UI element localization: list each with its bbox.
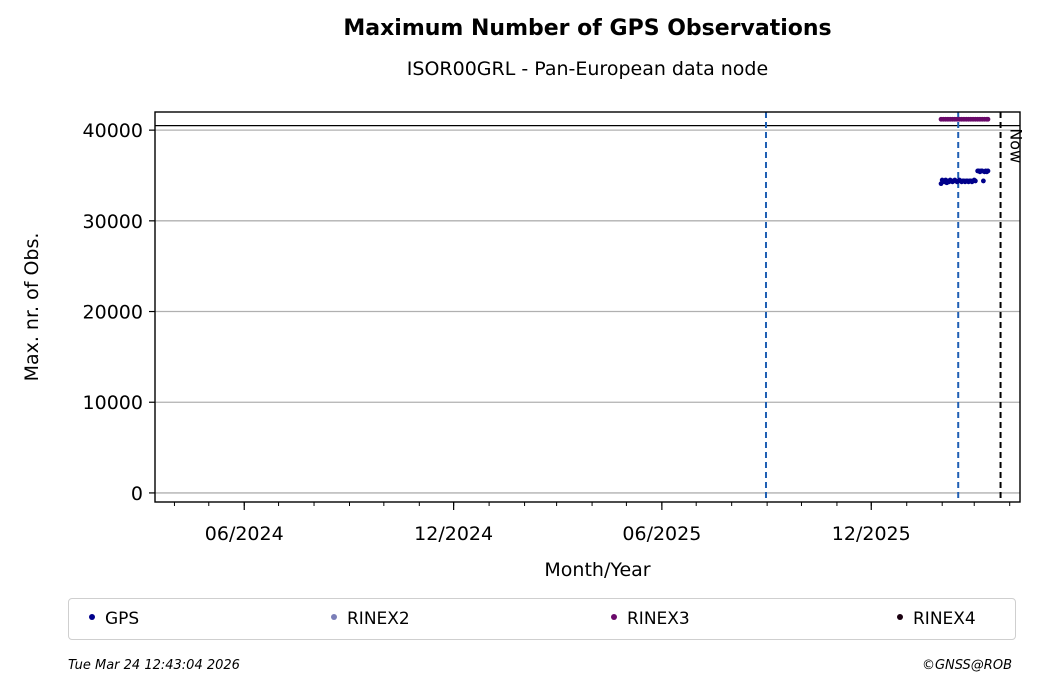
- data-point-rinex3: [985, 116, 991, 122]
- data-point-gps: [980, 178, 986, 184]
- y-tick-label: 20000: [83, 302, 143, 324]
- observations-scatter-chart: 0 10000 20000 30000 40000 06/2024 12/2024 06/20…: [21, 111, 1026, 581]
- data-point-gps: [985, 168, 991, 174]
- y-tick-label: 10000: [83, 392, 143, 414]
- y-axis-label: Max. nr. of Obs.: [21, 233, 43, 382]
- legend-marker: [89, 614, 95, 620]
- legend-label: GPS: [105, 609, 140, 629]
- legend-item-rinex3: RINEX3: [611, 599, 690, 639]
- y-tick-label: 40000: [83, 120, 143, 142]
- legend-item-rinex2: RINEX2: [331, 599, 410, 639]
- x-axis-label: Month/Year: [544, 559, 650, 581]
- x-tick-label: 06/2025: [622, 523, 701, 545]
- x-tick-label: 12/2024: [414, 523, 493, 545]
- chart-title: Maximum Number of GPS Observations: [343, 16, 832, 41]
- generated-timestamp: Tue Mar 24 12:43:04 2026: [68, 658, 240, 673]
- x-tick-label: 06/2024: [205, 523, 284, 545]
- legend-item-rinex4: RINEX4: [897, 599, 976, 639]
- y-tick-label: 0: [131, 483, 143, 505]
- chart-legend: GPS RINEX2 RINEX3 RINEX4: [68, 598, 1016, 640]
- data-point-gps: [972, 178, 978, 184]
- copyright-credit: ©GNSS@ROB: [921, 658, 1012, 673]
- chart-subtitle: ISOR00GRL - Pan-European data node: [406, 58, 769, 80]
- y-tick-label: 30000: [83, 211, 143, 233]
- legend-label: RINEX4: [913, 609, 976, 629]
- legend-marker: [611, 614, 617, 620]
- x-tick-label: 12/2025: [832, 523, 911, 545]
- legend-label: RINEX3: [627, 609, 690, 629]
- legend-marker: [897, 614, 903, 620]
- now-label: Now: [1007, 128, 1026, 163]
- legend-marker: [331, 614, 337, 620]
- plot-frame: [154, 111, 1021, 503]
- legend-label: RINEX2: [347, 609, 410, 629]
- legend-item-gps: GPS: [89, 599, 139, 639]
